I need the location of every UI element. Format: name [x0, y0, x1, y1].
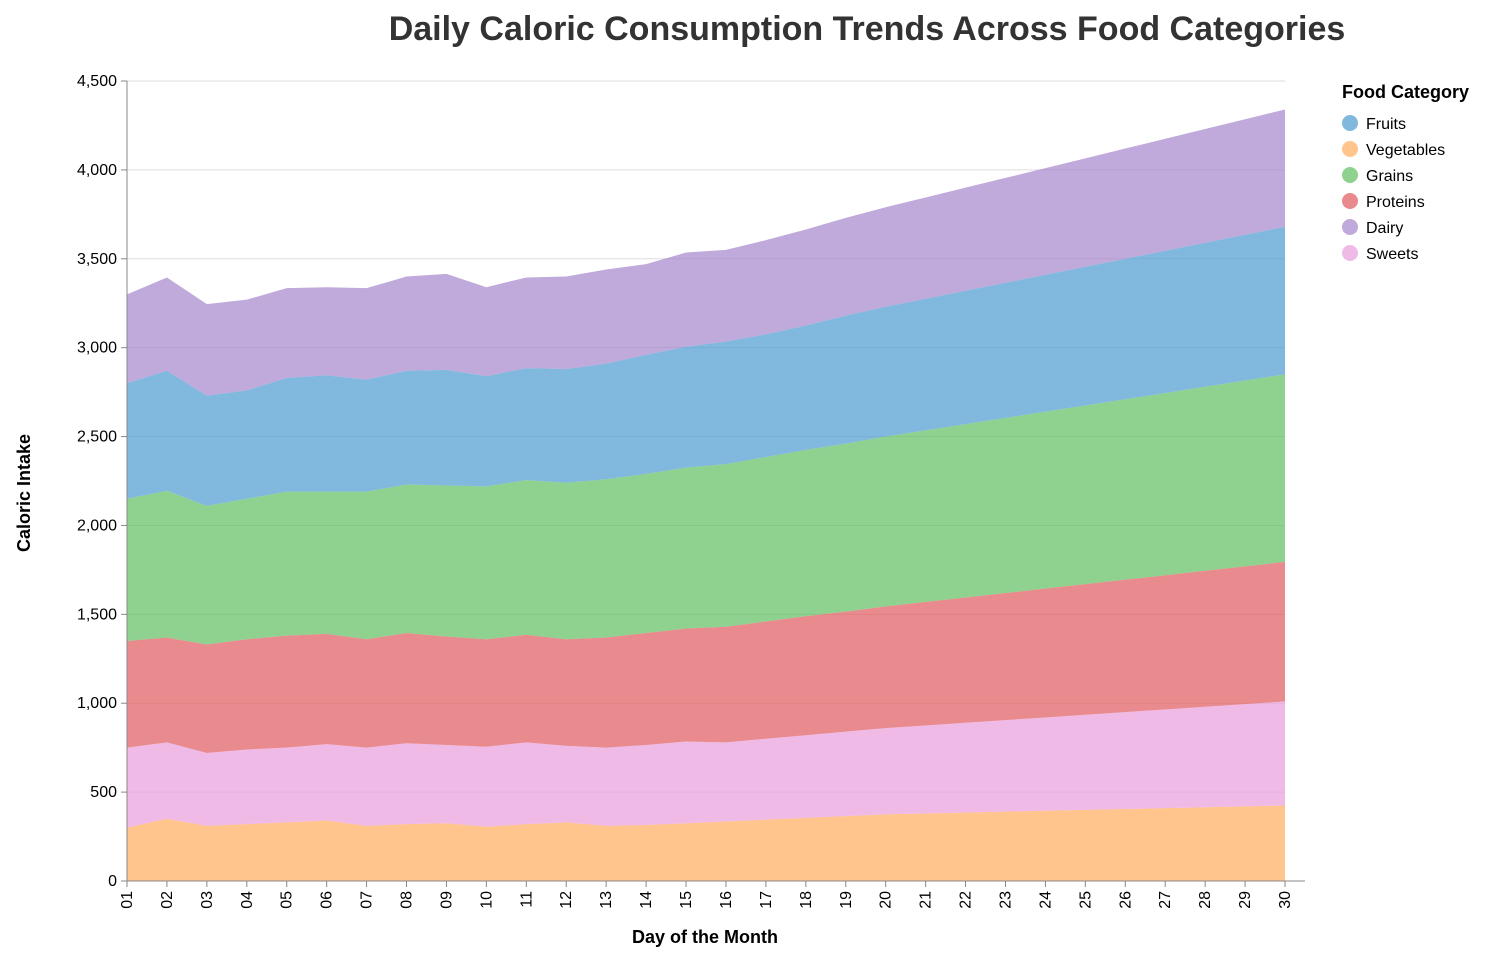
- y-tick-label: 4,500: [77, 73, 117, 90]
- y-tick-label: 2,000: [77, 517, 117, 534]
- y-tick-label: 1,500: [77, 606, 117, 623]
- x-tick-label: 24: [1037, 891, 1054, 909]
- x-tick-label: 02: [159, 891, 176, 909]
- y-tick-label: 2,500: [77, 429, 117, 446]
- x-tick-label: 01: [119, 891, 136, 909]
- legend: Food Category Fruits Vegetables Grains Prot…: [1342, 82, 1469, 263]
- legend-title: Food Category: [1342, 82, 1469, 102]
- x-tick-label: 17: [758, 891, 775, 909]
- x-tick-label: 04: [239, 891, 256, 909]
- y-axis-title: Caloric Intake: [14, 434, 34, 552]
- x-axis: 01 02 03 04 05 06 07 08 09 10 11 12 13 14 15 16 17 18 19 20…: [119, 880, 1305, 909]
- x-axis-title: Day of the Month: [632, 927, 778, 947]
- legend-label-vegetables: Vegetables: [1366, 142, 1445, 159]
- x-tick-label: 07: [359, 891, 376, 909]
- x-tick-label: 09: [438, 891, 455, 909]
- x-tick-label: 26: [1117, 891, 1134, 909]
- y-tick-label: 3,500: [77, 251, 117, 268]
- area-grains: [127, 374, 1285, 645]
- legend-label-fruits: Fruits: [1366, 116, 1406, 133]
- x-tick-label: 16: [718, 891, 735, 909]
- legend-swatch-vegetables: [1342, 141, 1358, 157]
- x-tick-label: 22: [958, 891, 975, 909]
- x-tick-label: 10: [478, 891, 495, 909]
- area-layers: [127, 109, 1285, 881]
- x-tick-label: 03: [199, 891, 216, 909]
- y-tick-label: 3,000: [77, 340, 117, 357]
- legend-label-grains: Grains: [1366, 168, 1413, 185]
- x-tick-label: 28: [1197, 891, 1214, 909]
- x-tick-label: 14: [638, 891, 655, 909]
- x-tick-label: 18: [798, 891, 815, 909]
- x-tick-label: 20: [878, 891, 895, 909]
- area-dairy: [127, 109, 1285, 396]
- legend-swatch-grains: [1342, 167, 1358, 183]
- legend-label-proteins: Proteins: [1366, 194, 1425, 211]
- y-tick-label: 0: [108, 873, 117, 890]
- y-tick-label: 1,000: [77, 695, 117, 712]
- x-tick-label: 27: [1157, 891, 1174, 909]
- y-axis: 0 500 1,000 1,500 2,000 2,500 3,000 3,500 4,000 4…: [77, 73, 128, 890]
- chart-title: Daily Caloric Consumption Trends Across …: [389, 10, 1346, 48]
- area-fruits: [127, 226, 1285, 506]
- legend-swatch-fruits: [1342, 115, 1358, 131]
- x-tick-label: 11: [518, 891, 535, 908]
- area-sweets: [127, 701, 1285, 828]
- x-tick-label: 30: [1277, 891, 1294, 909]
- x-tick-label: 29: [1237, 891, 1254, 909]
- x-tick-label: 23: [997, 891, 1014, 909]
- x-tick-label: 08: [399, 891, 416, 909]
- x-tick-label: 15: [678, 891, 695, 909]
- x-tick-label: 05: [279, 891, 296, 909]
- legend-label-dairy: Dairy: [1366, 220, 1403, 237]
- x-tick-label: 12: [558, 891, 575, 909]
- area-proteins: [127, 561, 1285, 753]
- area-vegetables: [127, 805, 1285, 881]
- legend-swatch-proteins: [1342, 193, 1358, 209]
- legend-label-sweets: Sweets: [1366, 246, 1418, 263]
- y-tick-label: 4,000: [77, 162, 117, 179]
- legend-swatch-dairy: [1342, 219, 1358, 235]
- x-tick-label: 06: [319, 891, 336, 909]
- x-tick-label: 13: [598, 891, 615, 909]
- x-tick-label: 25: [1077, 891, 1094, 909]
- legend-swatch-sweets: [1342, 245, 1358, 261]
- y-tick-label: 500: [90, 784, 117, 801]
- x-tick-label: 21: [918, 891, 935, 909]
- x-tick-label: 19: [838, 891, 855, 909]
